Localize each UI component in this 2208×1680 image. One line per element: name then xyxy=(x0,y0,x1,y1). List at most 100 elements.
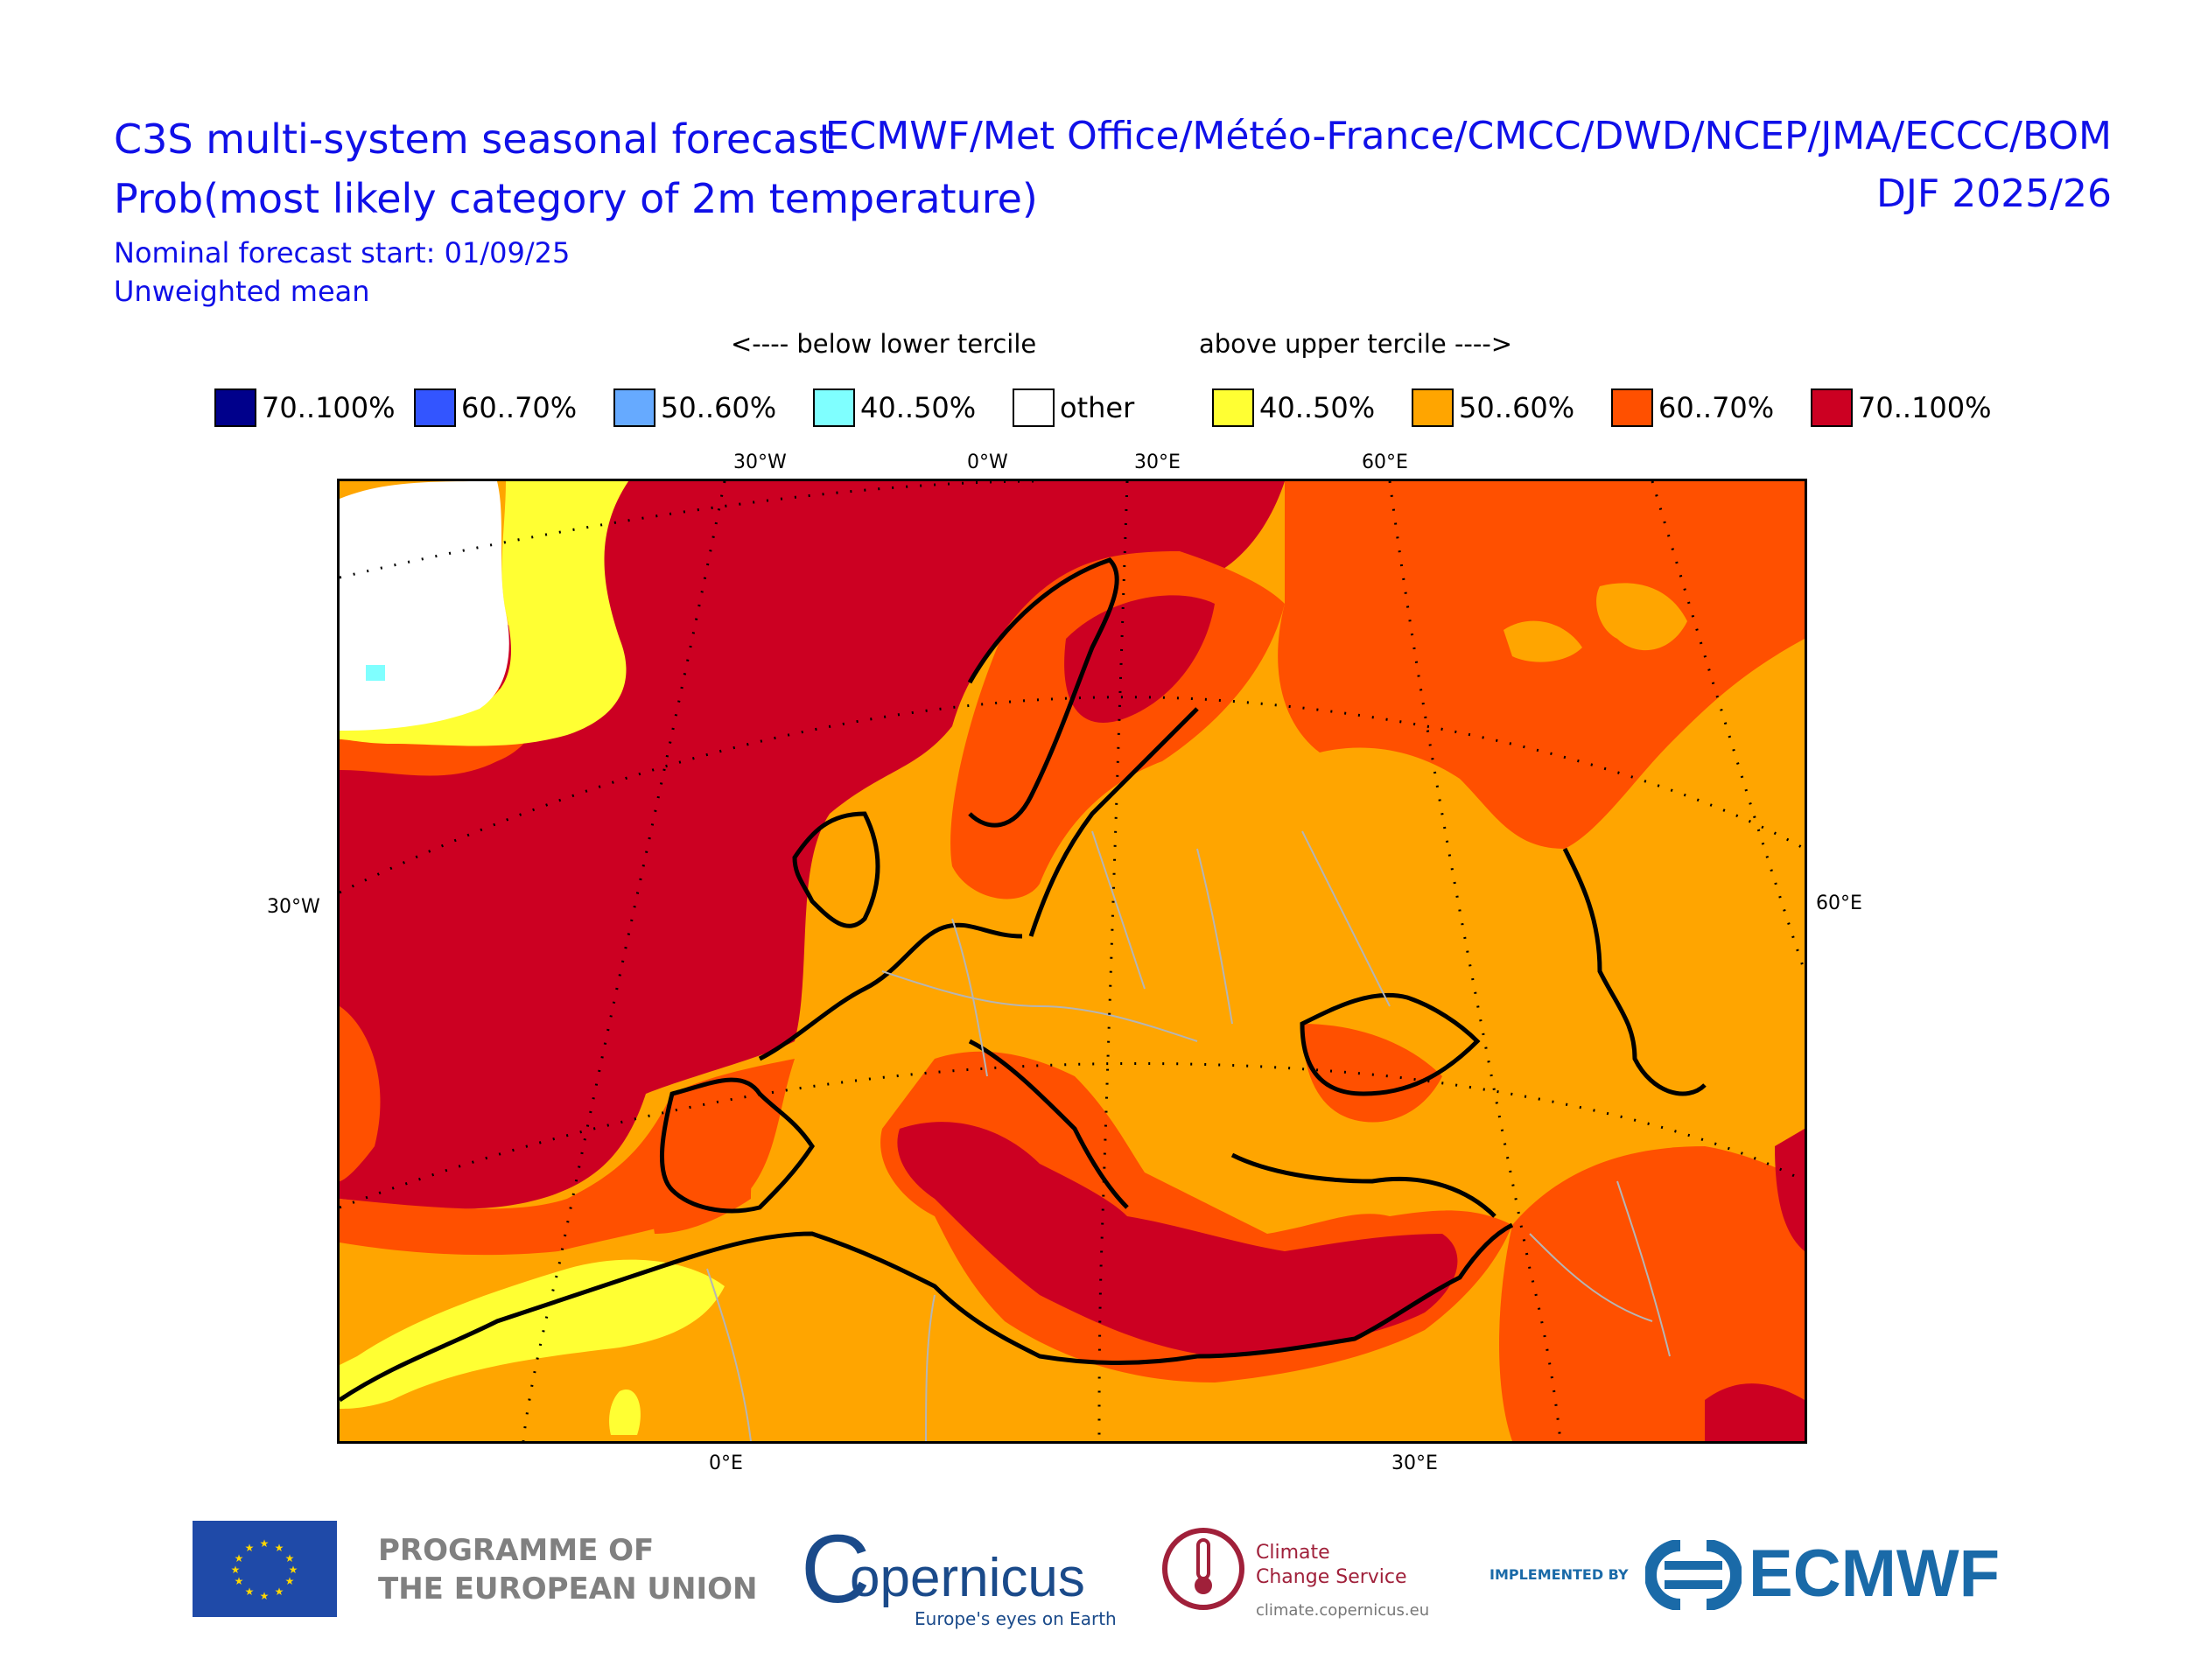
c3s-line2: Change Service xyxy=(1256,1566,1407,1588)
season-label: DJF 2025/26 xyxy=(1876,172,2112,216)
legend-swatch xyxy=(214,388,256,427)
legend-swatch xyxy=(1412,388,1454,427)
coastline-caspian xyxy=(1562,847,1707,1096)
region-70-100 xyxy=(1775,1129,1805,1251)
ecmwf-symbol-icon xyxy=(1645,1540,1742,1610)
region-40-50-above xyxy=(340,1259,725,1409)
models-list: ECMWF/Met Office/Météo-France/CMCC/DWD/N… xyxy=(824,114,2112,158)
legend-swatch xyxy=(1013,388,1055,427)
legend-label: 40..50% xyxy=(1259,391,1376,424)
ecmwf-wordmark: ECMWF xyxy=(1749,1536,2001,1611)
legend-item: 50..60% xyxy=(613,385,776,430)
region-60-70 xyxy=(651,1081,777,1234)
implemented-by-label: IMPLEMENTED BY xyxy=(1490,1566,1629,1583)
forecast-start: Nominal forecast start: 01/09/25 xyxy=(114,236,571,270)
region-60-70 xyxy=(340,1006,381,1181)
legend-swatch xyxy=(613,388,655,427)
region-40-50-above xyxy=(609,1390,641,1435)
region-other xyxy=(340,481,509,731)
svg-text:★: ★ xyxy=(275,1586,284,1598)
c3s-line1: Climate xyxy=(1256,1542,1330,1564)
svg-text:★: ★ xyxy=(289,1564,298,1576)
coastline-black-sea xyxy=(1300,992,1481,1096)
svg-text:★: ★ xyxy=(245,1586,255,1598)
legend-item: 70..100% xyxy=(214,385,396,430)
below-tercile-label: <---- below lower tercile xyxy=(731,329,1037,359)
legend-label: 70..100% xyxy=(1858,391,1992,424)
svg-text:★: ★ xyxy=(275,1542,284,1554)
svg-text:★: ★ xyxy=(285,1575,295,1587)
axis-label-right: 60°E xyxy=(1816,892,1862,914)
forecast-map-canvas xyxy=(340,481,1805,1441)
legend-label: other xyxy=(1060,391,1135,424)
region-40-50-below xyxy=(366,665,385,681)
legend-label: 70..100% xyxy=(262,391,396,424)
thermometer-icon xyxy=(1162,1528,1244,1610)
region-60-70 xyxy=(1499,1146,1805,1441)
legend-label: 40..50% xyxy=(860,391,977,424)
axis-label-bottom: 30°E xyxy=(1391,1452,1438,1474)
ecmwf-logo: ECMWF xyxy=(1645,1536,2039,1614)
copernicus-logo: C opernicus Europe's eyes on Earth xyxy=(801,1514,1117,1629)
region-60-70 xyxy=(1302,1024,1442,1123)
axis-label-top: 60°E xyxy=(1362,452,1408,473)
region-70-100 xyxy=(897,1122,1458,1356)
c3s-logo: Climate Change Service climate.copernicu… xyxy=(1160,1521,1440,1626)
coastline-france xyxy=(758,922,1023,1061)
copernicus-wordmark: opernicus xyxy=(850,1548,1085,1608)
region-50-60 xyxy=(1596,583,1687,651)
axis-label-bottom: 0°E xyxy=(709,1452,743,1474)
coastline-turkey xyxy=(1230,1152,1497,1218)
legend-label: 60..70% xyxy=(461,391,578,424)
svg-text:★: ★ xyxy=(260,1537,270,1550)
legend-item: 70..100% xyxy=(1811,385,1992,430)
region-60-70 xyxy=(1278,481,1805,849)
legend-label: 60..70% xyxy=(1658,391,1775,424)
country-borders xyxy=(706,830,1671,1441)
region-50-60 xyxy=(1504,620,1582,662)
mean-type: Unweighted mean xyxy=(114,275,370,308)
copernicus-c-icon: C xyxy=(801,1516,871,1623)
eu-programme-line1: PROGRAMME OF xyxy=(378,1533,655,1568)
coastline-scandinavia xyxy=(967,557,1119,828)
coastline-britain xyxy=(792,811,880,928)
axis-label-top: 0°W xyxy=(967,452,1008,473)
svg-text:★: ★ xyxy=(231,1564,241,1576)
graticule xyxy=(340,481,1805,1441)
region-40-50-above xyxy=(340,481,628,746)
region-70-100 xyxy=(1705,1383,1805,1441)
svg-text:★: ★ xyxy=(235,1552,244,1564)
color-legend: 70..100% 60..70% 50..60% 40..50% other 4… xyxy=(214,385,2105,430)
legend-item: 40..50% xyxy=(813,385,976,430)
map-title: C3S multi-system seasonal forecast xyxy=(114,116,835,163)
map-subtitle: Prob(most likely category of 2m temperat… xyxy=(114,175,1038,222)
axis-label-left: 30°W xyxy=(267,896,320,918)
c3s-url: climate.copernicus.eu xyxy=(1256,1601,1430,1620)
svg-text:★: ★ xyxy=(235,1575,244,1587)
axis-label-top: 30°W xyxy=(733,452,787,473)
legend-swatch xyxy=(1212,388,1254,427)
coastline-north-africa xyxy=(340,1222,1514,1403)
coastline-italy xyxy=(968,1039,1129,1209)
legend-item: 40..50% xyxy=(1212,385,1375,430)
eu-flag: ★ ★ ★ ★ ★ ★ ★ ★ ★ ★ ★ ★ xyxy=(193,1521,337,1617)
svg-text:★: ★ xyxy=(245,1542,255,1554)
legend-swatch xyxy=(813,388,855,427)
coastline-iberia xyxy=(660,1077,816,1214)
legend-label: 50..60% xyxy=(661,391,777,424)
legend-swatch xyxy=(1811,388,1853,427)
legend-item: 60..70% xyxy=(1611,385,1774,430)
coastlines xyxy=(340,557,1707,1403)
eu-programme-line2: THE EUROPEAN UNION xyxy=(378,1572,758,1606)
svg-text:★: ★ xyxy=(285,1552,295,1564)
svg-text:★: ★ xyxy=(260,1590,270,1602)
legend-swatch xyxy=(1611,388,1653,427)
forecast-map xyxy=(337,479,1807,1444)
legend-label: 50..60% xyxy=(1459,391,1575,424)
legend-swatch xyxy=(414,388,456,427)
copernicus-tagline: Europe's eyes on Earth xyxy=(915,1608,1117,1629)
eu-stars-icon: ★ ★ ★ ★ ★ ★ ★ ★ ★ ★ ★ ★ xyxy=(231,1537,298,1602)
legend-item: 50..60% xyxy=(1412,385,1574,430)
legend-item: 60..70% xyxy=(414,385,577,430)
coastline-baltic xyxy=(1028,707,1199,937)
